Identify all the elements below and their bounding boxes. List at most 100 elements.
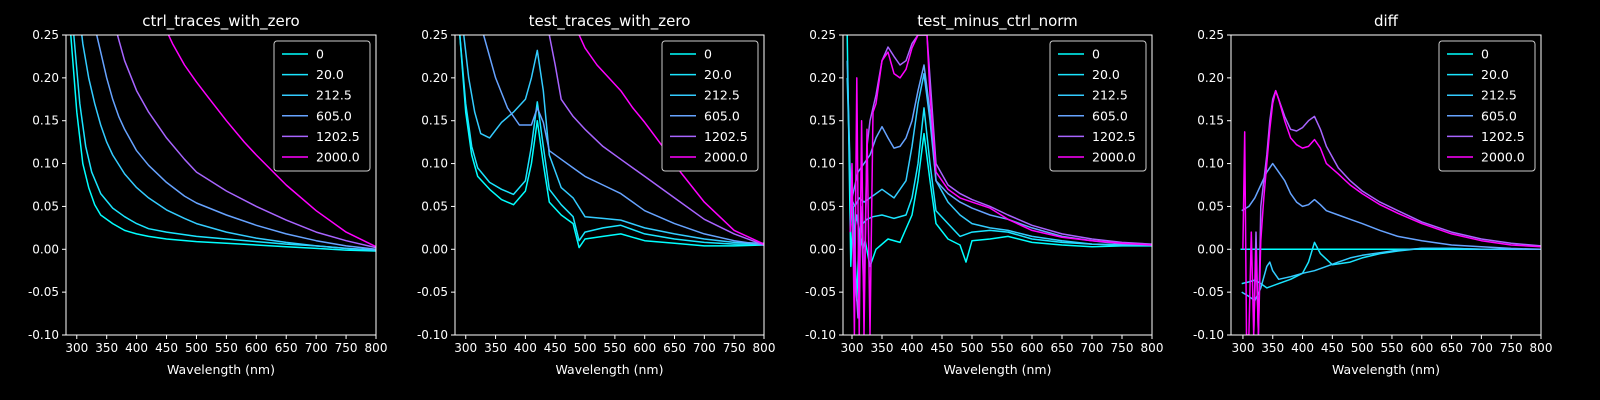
legend-label: 20.0 [1481,67,1509,82]
x-tick-label: 400 [1291,341,1314,355]
x-tick-label: 450 [931,341,954,355]
x-tick-label: 750 [1500,341,1523,355]
x-tick-label: 700 [693,341,716,355]
y-tick-label: 0.25 [421,28,448,42]
series-line-1202.5 [1252,89,1541,335]
chart-panel-2: 300 350 400 450 500 550 600 650 700 750 800 -0.10 -0… [417,12,776,377]
legend-label: 212.5 [1481,88,1517,103]
chart-panel-1: 300 350 400 450 500 550 600 650 700 750 800 -0.10 -0… [28,12,388,377]
x-tick-label: 700 [1470,341,1493,355]
x-tick-label: 650 [663,341,686,355]
y-tick-label: 0.10 [1197,157,1224,171]
series-line-212.5 [463,35,764,245]
x-tick-label: 450 [1321,341,1344,355]
x-tick-label: 400 [514,341,537,355]
series-line-212.5 [1241,247,1541,302]
legend-box [1049,40,1147,172]
x-tick-label: 550 [215,341,238,355]
y-tick-label: 0.20 [809,71,836,85]
chart-panel-3: 300 350 400 450 500 550 600 650 700 750 800 -0.10 -0… [805,12,1164,377]
y-tick-label: 0.00 [421,242,448,256]
x-tick-label: 800 [1530,341,1553,355]
x-tick-label: 550 [991,341,1014,355]
legend-label: 2000.0 [316,150,360,165]
series-line-605.0 [95,35,376,251]
plot-frame [842,34,1153,336]
legend-label: 0 [1481,47,1489,62]
plot-frame [1230,34,1542,336]
legend-label: 212.5 [316,88,352,103]
plot-frame [454,34,765,336]
chart-title: ctrl_traces_with_zero [142,12,299,31]
legend-label: 0 [316,47,324,62]
y-tick-label: 0.10 [421,157,448,171]
legend-label: 2000.0 [1092,150,1136,165]
legend-box [661,40,759,172]
legend-box [1438,40,1536,172]
y-tick-label: 0.00 [1197,242,1224,256]
plot-frame [65,34,377,336]
x-tick-label: 750 [723,341,746,355]
x-tick-label: 600 [245,341,268,355]
legend-label: 212.5 [1092,88,1128,103]
legend: 0 20.0 212.5 605.0 1202.5 2000.0 [1438,40,1536,172]
legend-label: 1202.5 [1092,129,1136,144]
chart-title: test_minus_ctrl_norm [917,12,1078,31]
y-tick-label: 0.20 [1197,71,1224,85]
x-tick-label: 700 [305,341,328,355]
legend: 0 20.0 212.5 605.0 1202.5 2000.0 [273,40,371,172]
legend-box [273,40,371,172]
x-axis-label: Wavelength (nm) [944,362,1052,377]
x-axis-label: Wavelength (nm) [556,362,664,377]
legend: 0 20.0 212.5 605.0 1202.5 2000.0 [1049,40,1147,172]
x-tick-label: 750 [1111,341,1134,355]
x-tick-label: 300 [1231,341,1254,355]
y-tick-label: 0.00 [809,242,836,256]
legend-label: 1202.5 [316,129,360,144]
x-tick-label: 300 [65,341,88,355]
x-tick-label: 400 [901,341,924,355]
series-line-2000.0 [1242,89,1541,335]
y-tick-label: 0.20 [32,71,59,85]
y-tick-label: 0.20 [421,71,448,85]
chart-panel-4: 300 350 400 450 500 550 600 650 700 750 800 -0.10 -0… [1193,12,1553,377]
x-tick-label: 500 [961,341,984,355]
series-group [459,35,764,249]
y-tick-label: 0.15 [809,114,836,128]
x-tick-label: 600 [1021,341,1044,355]
legend-label: 2000.0 [1481,150,1525,165]
x-tick-label: 350 [1261,341,1284,355]
series-group [846,35,1152,335]
y-tick-label: 0.15 [1197,114,1224,128]
legend-label: 605.0 [1481,108,1517,123]
y-tick-label: -0.10 [28,328,59,342]
series-group [70,35,376,252]
x-tick-label: 350 [871,341,894,355]
series-line-1202.5 [116,35,376,249]
chart-title: test_traces_with_zero [529,12,691,31]
x-tick-label: 700 [1081,341,1104,355]
y-tick-label: -0.10 [1193,328,1224,342]
legend-label: 1202.5 [704,129,748,144]
legend-label: 20.0 [1092,67,1120,82]
y-tick-label: -0.05 [417,285,448,299]
x-tick-label: 300 [841,341,864,355]
legend-label: 1202.5 [1481,129,1525,144]
x-tick-label: 550 [603,341,626,355]
x-tick-label: 650 [275,341,298,355]
legend-label: 0 [704,47,712,62]
x-tick-label: 800 [753,341,776,355]
x-tick-label: 600 [633,341,656,355]
series-line-0 [459,35,764,249]
series-line-20.0 [73,35,376,251]
series-line-20.0 [459,35,764,245]
series-line-2000.0 [167,35,376,248]
y-tick-label: 0.10 [809,157,836,171]
legend-label: 2000.0 [704,150,748,165]
x-tick-label: 300 [454,341,477,355]
x-axis-label: Wavelength (nm) [1332,362,1440,377]
x-tick-label: 450 [155,341,178,355]
x-tick-label: 800 [365,341,388,355]
legend-label: 20.0 [316,67,344,82]
